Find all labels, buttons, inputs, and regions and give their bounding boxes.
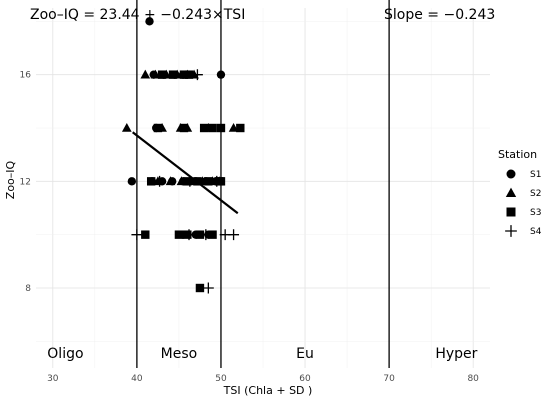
point-s3 xyxy=(179,123,189,133)
point-s3 xyxy=(184,70,194,79)
point-s3 xyxy=(208,123,217,133)
point-s3 xyxy=(195,283,205,293)
x-axis-title: TSI (Chla + SD ) xyxy=(223,384,313,397)
point-s4 xyxy=(154,175,166,187)
point-s3 xyxy=(153,123,163,133)
data-points xyxy=(121,17,245,294)
legend-label: S3 xyxy=(530,208,541,218)
legend-key-s3 xyxy=(506,207,516,217)
legend-key-s1 xyxy=(506,169,516,179)
point-s3 xyxy=(199,123,209,133)
y-tick-label: 8 xyxy=(25,284,31,294)
y-tick-label: 12 xyxy=(20,177,31,187)
x-tick-label: 50 xyxy=(215,374,227,384)
trophic-zones: Oligo Meso Eu Hyper xyxy=(47,346,477,362)
point-s1 xyxy=(145,17,154,26)
grid xyxy=(36,8,490,368)
legend-label: S4 xyxy=(530,227,542,237)
point-s3 xyxy=(236,123,245,133)
point-s3 xyxy=(208,230,217,239)
zone-label-oligo: Oligo xyxy=(47,346,83,362)
legend-key-s2 xyxy=(505,187,517,198)
point-s3 xyxy=(168,70,178,79)
x-tick-label: 30 xyxy=(47,374,59,384)
point-s3 xyxy=(204,177,213,186)
equation-annotation: Zoo–IQ = 23.44 + −0.243×TSI xyxy=(30,7,245,23)
point-s2 xyxy=(228,122,239,132)
x-axis-ticks: 30 40 50 60 70 80 xyxy=(47,374,479,384)
legend-key-s4 xyxy=(505,225,517,237)
point-s4 xyxy=(191,69,203,81)
regression-line-group xyxy=(132,131,239,215)
point-s3 xyxy=(146,177,156,186)
zone-label-eu: Eu xyxy=(296,346,314,362)
point-s4 xyxy=(202,282,214,294)
point-s3 xyxy=(174,230,184,239)
regression-line xyxy=(132,131,239,215)
slope-annotation: Slope = −0.243 xyxy=(384,7,495,23)
point-s4 xyxy=(183,229,195,241)
x-tick-label: 80 xyxy=(467,374,479,384)
point-s4 xyxy=(184,175,196,187)
point-s3 xyxy=(157,70,167,79)
y-tick-label: 16 xyxy=(20,71,32,81)
legend: Station S1 S2 S3 S4 xyxy=(498,148,542,237)
x-tick-label: 70 xyxy=(383,374,395,384)
point-s1 xyxy=(216,70,226,79)
point-s4 xyxy=(200,229,212,241)
x-tick-label: 40 xyxy=(131,374,143,384)
point-s3 xyxy=(195,230,205,239)
legend-label: S2 xyxy=(530,189,541,199)
point-s2 xyxy=(150,69,161,79)
point-s3 xyxy=(179,70,189,79)
y-axis-ticks: 8 12 16 xyxy=(20,71,32,294)
point-s2 xyxy=(121,122,132,132)
zone-label-meso: Meso xyxy=(161,346,198,362)
point-s2 xyxy=(140,69,151,79)
point-s2 xyxy=(165,176,176,186)
y-axis-title: Zoo–IQ xyxy=(4,160,17,199)
zone-label-hyper: Hyper xyxy=(435,346,477,362)
point-s4 xyxy=(228,229,240,241)
point-s3 xyxy=(141,230,150,239)
point-s3 xyxy=(216,123,226,133)
point-s4 xyxy=(131,229,143,241)
legend-label: S1 xyxy=(530,170,541,180)
x-tick-label: 60 xyxy=(299,374,311,384)
legend-title: Station xyxy=(498,148,537,161)
point-s4 xyxy=(211,175,223,187)
point-s1 xyxy=(127,177,137,186)
